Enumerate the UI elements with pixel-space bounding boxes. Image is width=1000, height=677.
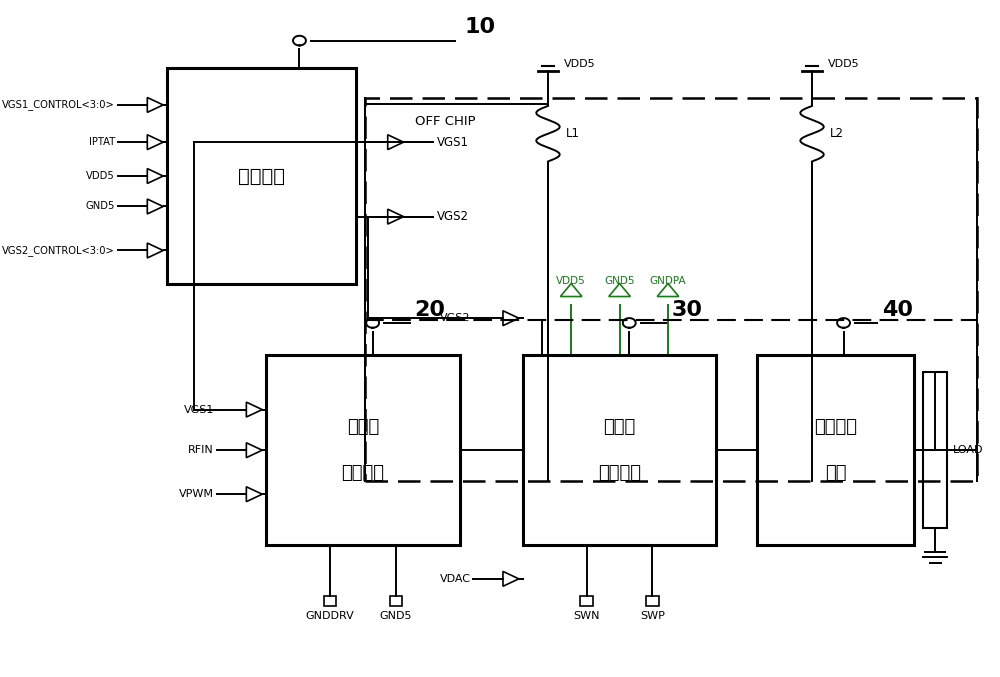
Bar [757,355,914,545]
Text: 放大电路: 放大电路 [598,464,641,482]
Text: GND5: GND5 [604,276,635,286]
Text: 第二级: 第二级 [603,418,636,437]
Text: OFF CHIP: OFF CHIP [415,115,475,128]
Text: 30: 30 [671,299,702,320]
Bar [390,596,402,606]
Bar [923,372,947,528]
Text: VDD5: VDD5 [556,276,586,286]
Text: 10: 10 [464,17,495,37]
Text: VGS1_CONTROL<3:0>: VGS1_CONTROL<3:0> [2,100,115,110]
Text: VDD5: VDD5 [828,60,860,69]
Text: GNDDRV: GNDDRV [306,611,354,621]
Text: SWP: SWP [640,611,665,621]
Text: 放大电路: 放大电路 [341,464,384,482]
Text: L1: L1 [566,127,580,140]
Bar [365,98,977,481]
Text: 偏置电路: 偏置电路 [238,167,285,185]
Text: 20: 20 [414,299,445,320]
Bar [324,596,336,606]
Text: VGS1: VGS1 [437,135,469,149]
Bar [266,355,460,545]
Text: 电路: 电路 [825,464,846,482]
Text: VGS2: VGS2 [437,210,469,223]
Text: GND5: GND5 [86,202,115,211]
Text: 40: 40 [882,299,913,320]
Text: RFIN: RFIN [188,445,214,455]
Text: VGS2: VGS2 [440,313,471,323]
Text: VDAC: VDAC [440,574,471,584]
Text: 输出匹配: 输出匹配 [814,418,857,437]
Text: 第一级: 第一级 [347,418,379,437]
Text: GNDPA: GNDPA [650,276,686,286]
Text: LOAD: LOAD [953,445,984,455]
Text: SWN: SWN [573,611,600,621]
Bar [580,596,593,606]
Bar [646,596,659,606]
Bar [523,355,716,545]
Text: L2: L2 [830,127,844,140]
Text: VGS2_CONTROL<3:0>: VGS2_CONTROL<3:0> [2,245,115,256]
Text: GND5: GND5 [380,611,412,621]
Text: VDD5: VDD5 [86,171,115,181]
Text: IPTAT: IPTAT [89,137,115,147]
Text: VPWM: VPWM [179,489,214,499]
Text: VGS1: VGS1 [184,405,214,414]
Bar [167,68,356,284]
Text: VDD5: VDD5 [564,60,596,69]
